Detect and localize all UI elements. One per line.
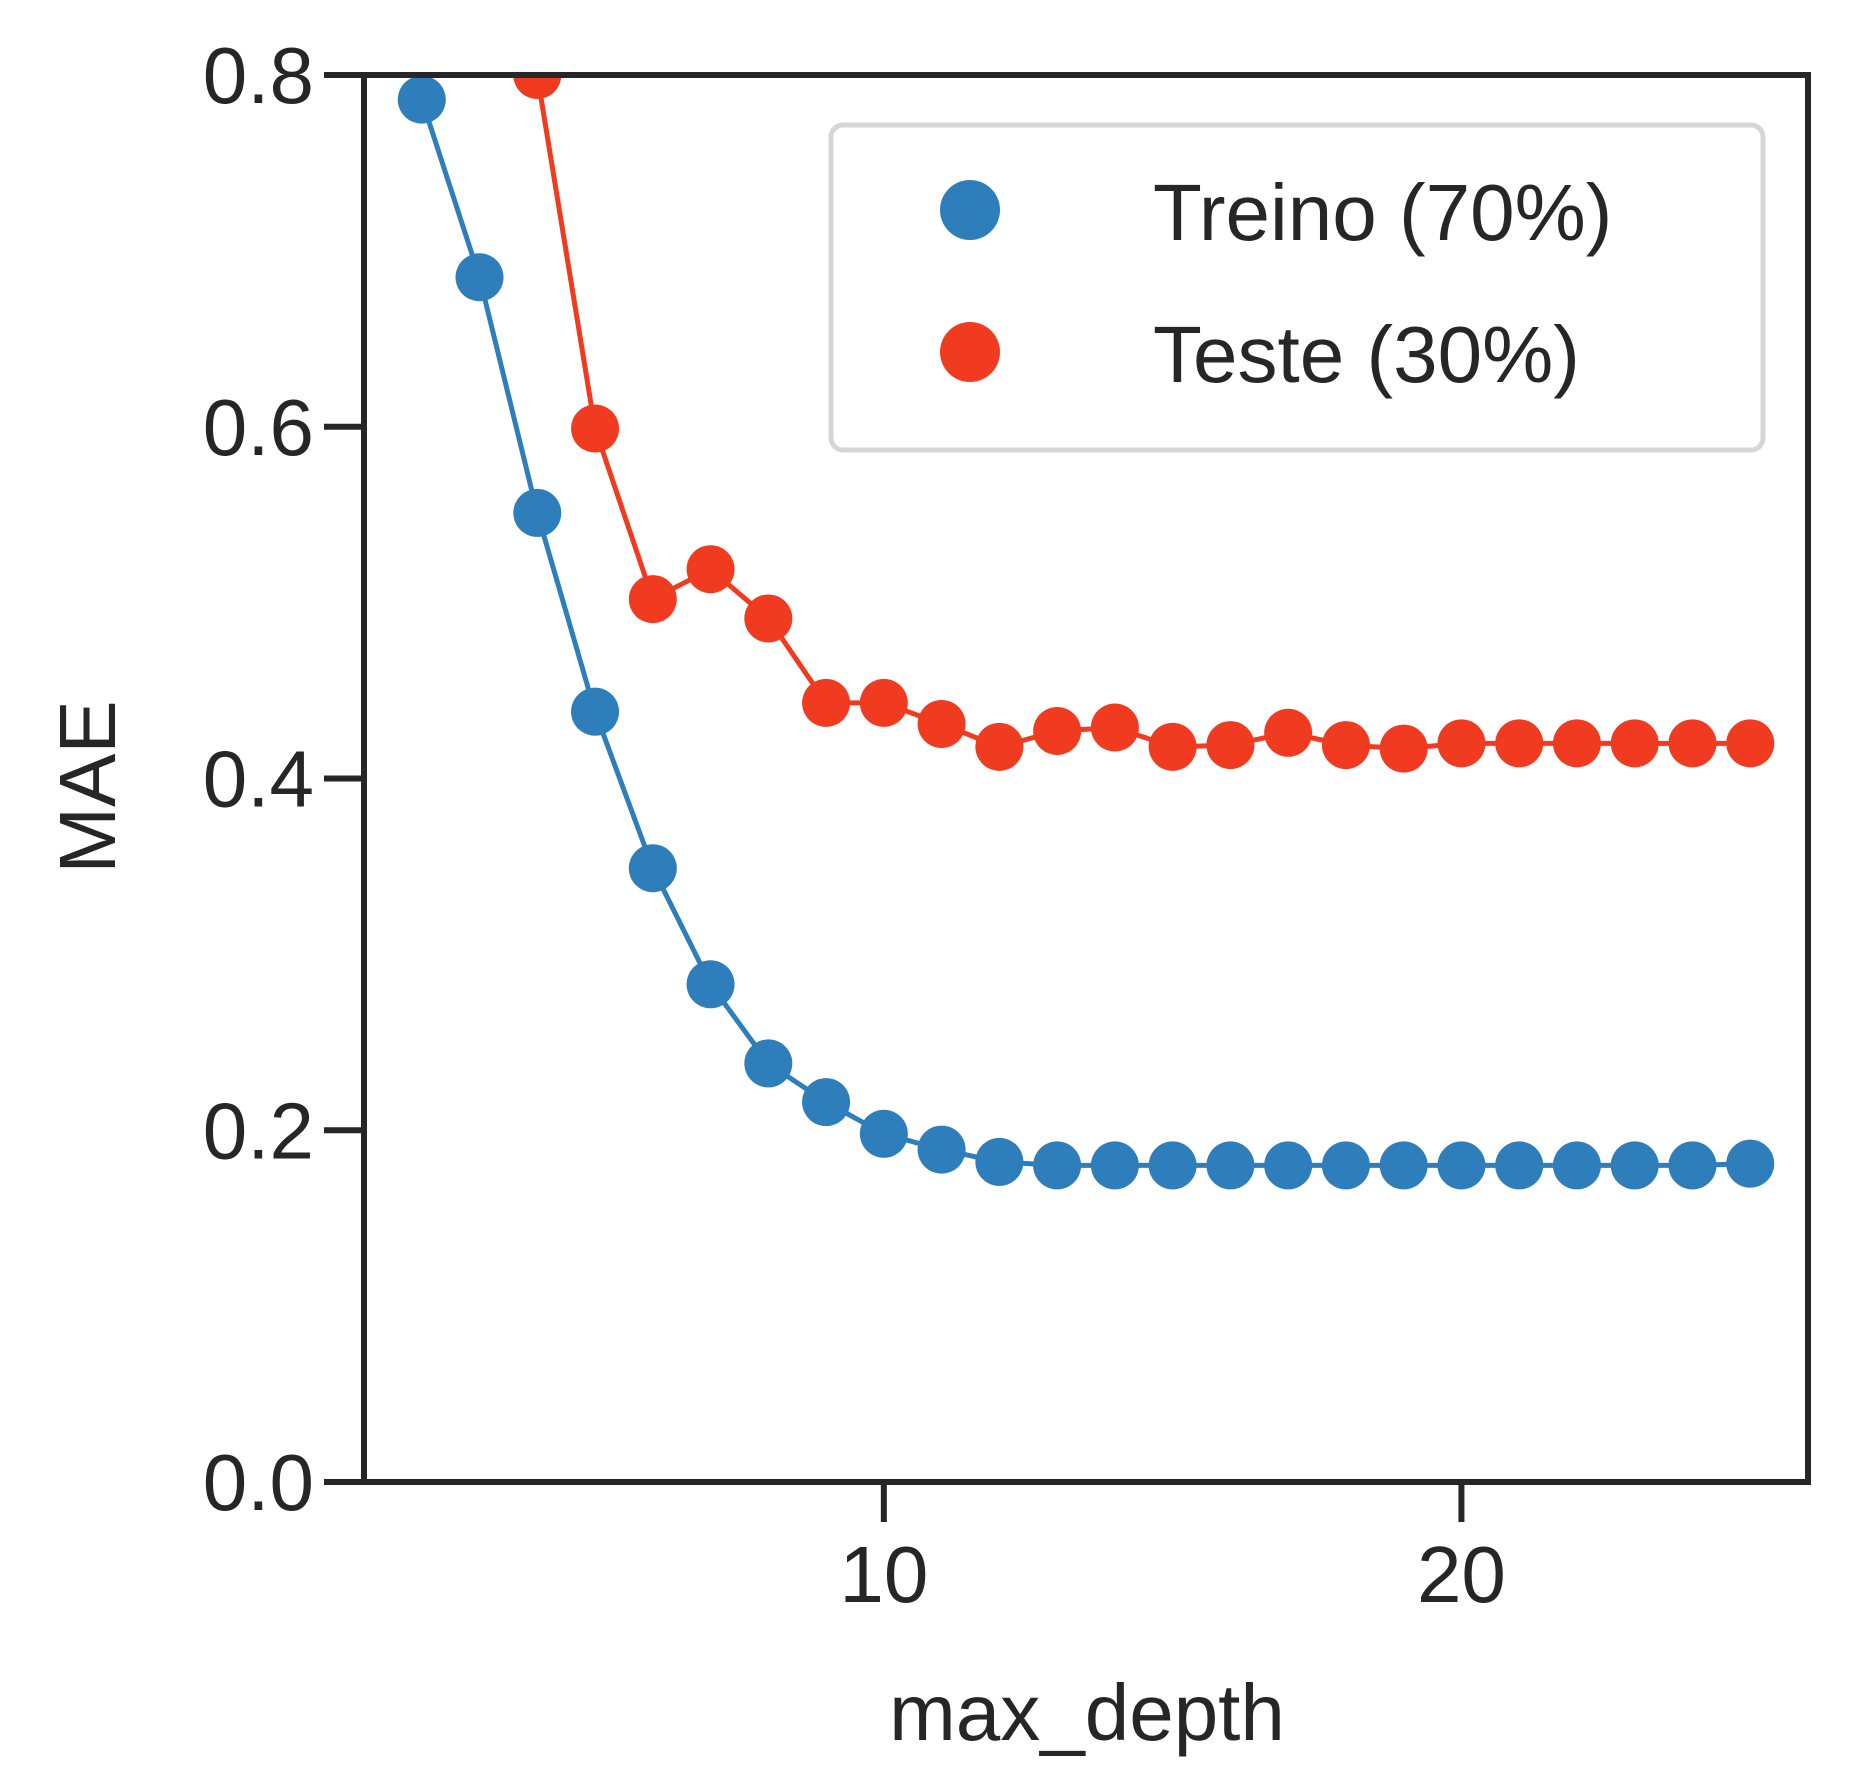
data-point xyxy=(455,253,504,302)
legend-box xyxy=(828,122,1766,453)
data-point xyxy=(1610,1141,1659,1190)
legend-label: Treino (70%) xyxy=(1153,168,1612,257)
legend-marker xyxy=(940,322,1000,382)
data-point xyxy=(917,1125,966,1174)
data-point xyxy=(1495,1141,1544,1190)
data-point xyxy=(1148,1141,1197,1190)
data-point xyxy=(1090,703,1139,752)
data-point xyxy=(1090,1141,1139,1190)
data-point xyxy=(1437,1141,1486,1190)
data-point xyxy=(1668,719,1717,768)
data-point xyxy=(1264,708,1313,757)
legend-label: Teste (30%) xyxy=(1153,310,1580,399)
series-line xyxy=(534,75,1751,752)
x-axis-label: max_depth xyxy=(889,1668,1285,1757)
data-point xyxy=(859,1109,908,1158)
data-point xyxy=(1726,719,1775,768)
data-point xyxy=(1726,1139,1775,1188)
data-point xyxy=(975,1137,1024,1186)
data-point xyxy=(628,575,677,624)
data-point xyxy=(513,488,562,537)
y-tick-label: 0.6 xyxy=(203,383,314,472)
data-point xyxy=(1610,719,1659,768)
data-point xyxy=(686,960,735,1009)
y-tick-label: 0.2 xyxy=(203,1086,314,1175)
y-axis-label: MAE xyxy=(43,700,132,873)
data-point xyxy=(1206,1141,1255,1190)
data-point xyxy=(1437,719,1486,768)
data-point xyxy=(1033,1141,1082,1190)
data-point xyxy=(1552,719,1601,768)
data-point xyxy=(802,1078,851,1127)
y-tick-label: 0.4 xyxy=(203,735,314,824)
data-point xyxy=(975,722,1024,771)
data-point xyxy=(1495,719,1544,768)
data-point xyxy=(1379,724,1428,773)
data-point xyxy=(859,678,908,727)
y-tick-label: 0.0 xyxy=(203,1438,314,1527)
x-tick-label: 20 xyxy=(1417,1530,1506,1619)
legend-marker xyxy=(940,180,1000,240)
data-point xyxy=(686,545,735,594)
data-point xyxy=(1321,1141,1370,1190)
data-point xyxy=(571,404,620,453)
data-point xyxy=(1206,721,1255,770)
plot-area xyxy=(397,75,1775,1190)
data-point xyxy=(744,1039,793,1088)
axes-frame xyxy=(361,72,1811,1485)
data-point xyxy=(1321,721,1370,770)
data-point xyxy=(744,594,793,643)
y-tick-label: 0.8 xyxy=(203,31,314,120)
data-point xyxy=(513,75,562,99)
x-tick-label: 10 xyxy=(839,1530,928,1619)
data-point xyxy=(1668,1141,1717,1190)
data-point xyxy=(1552,1141,1601,1190)
data-point xyxy=(1148,722,1197,771)
data-point xyxy=(571,687,620,736)
data-point xyxy=(628,844,677,893)
data-point xyxy=(1033,707,1082,756)
data-point xyxy=(917,699,966,748)
data-point xyxy=(397,75,446,124)
data-point xyxy=(1379,1141,1428,1190)
data-point xyxy=(1264,1141,1313,1190)
data-point xyxy=(802,678,851,727)
